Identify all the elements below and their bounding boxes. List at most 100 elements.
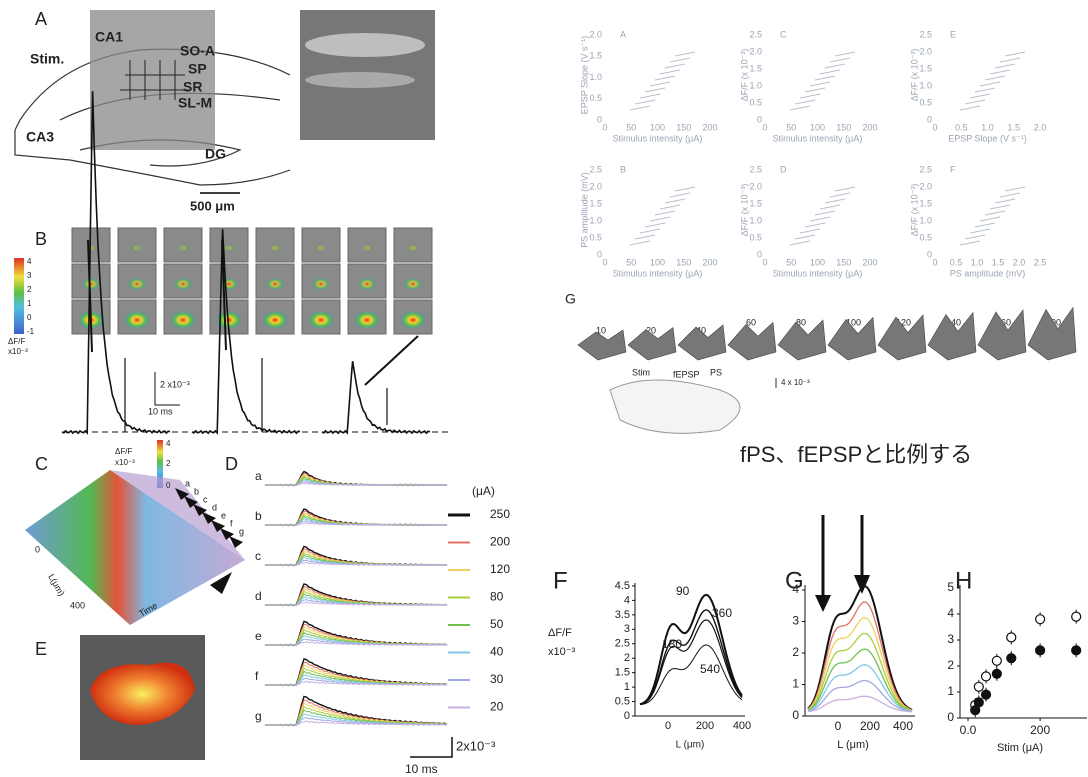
tick-label: 0 [35,544,40,554]
region-label: SP [188,61,207,77]
activation-3d [1028,308,1076,361]
tick-label: 3 [624,623,630,635]
faint-data [805,88,825,92]
arrow-label: c [203,494,208,504]
schematic-label: Stim [632,367,650,377]
tick-label: 150 [836,257,851,267]
tick-label: 0.5 [950,257,963,267]
schematic-label: fEPSP [673,369,700,379]
curve-label: 540 [700,662,720,676]
colorbar-tick: 4 [27,257,32,266]
photo-band [305,72,415,88]
tick-label: 2.5 [919,164,932,174]
axis-label: Stimulus intensity (μA) [613,268,703,278]
faint-data [835,52,855,56]
panel-label: F [553,567,568,594]
legend-label: 80 [490,590,504,604]
trace-label: f [255,669,259,683]
x-tick-label: 200 [1030,723,1050,737]
colorbar-tick: 0 [166,481,171,490]
activation-blob [177,244,189,252]
faint-data [655,211,675,215]
tick-label: 0.5 [749,232,762,242]
tick-label: 0 [665,720,671,732]
arrow-label: d [212,502,217,512]
faint-data [675,52,695,56]
panel-label: A [620,29,626,39]
panel-label: F [950,164,956,174]
faint-data [985,76,1005,80]
tick-label: 200 [696,720,714,732]
y-tick-label: 3 [947,632,954,646]
colorbar-tick: 1 [27,299,32,308]
faint-data [640,229,660,233]
colorbar-title: ΔF/F [115,447,132,456]
tick-label: 0 [602,257,607,267]
faint-data [995,199,1015,203]
faint-data [650,217,670,221]
tick-label: 0 [932,257,937,267]
activation-blob [353,310,381,330]
faint-data [830,58,850,62]
scale-label: 2x10⁻³ [456,738,496,753]
tick-label: 3 [792,614,799,628]
activation-blob [85,244,97,252]
activation-blob [261,310,289,330]
y-tick-label: 1 [947,684,954,698]
x-tick-label: 0.0 [960,723,977,737]
tick-label: 1.0 [981,122,994,132]
tick-label: 200 [702,122,717,132]
region-label: CA1 [95,29,123,45]
point [982,672,991,681]
point [1007,633,1016,642]
colorbar [14,258,24,334]
tick-label: 0.5 [749,97,762,107]
activation-blob [357,277,377,291]
tick-label: 1.5 [919,63,932,73]
curve-label: 90 [676,584,690,598]
faint-data [960,106,980,110]
tick-label: 4 [792,582,799,596]
region-label: Stim. [30,51,64,67]
tick-label: 2 [624,652,630,664]
faint-data [635,235,655,239]
activation-blob [123,310,151,330]
colorbar-unit: x10⁻³ [8,347,28,356]
legend-label: 20 [490,700,504,714]
region-label: SR [183,79,202,95]
activation-blob [265,277,285,291]
faint-data [660,70,680,74]
colorbar-tick: 4 [166,439,171,448]
activation-blob [131,244,143,252]
tick-label: 50 [786,257,796,267]
panel-label: B [35,229,47,249]
faint-data [645,88,665,92]
axis-label: PS amplitude (mV) [950,268,1026,278]
faint-data [665,64,685,68]
tick-label: 0 [597,114,602,124]
scale-label: 4 x 10⁻³ [781,378,810,387]
faint-data [990,70,1010,74]
faint-data [640,94,660,98]
faint-data [975,88,995,92]
faint-data [815,211,835,215]
faint-data [990,205,1010,209]
scale-label: 500 μm [190,198,235,213]
axis-label: L (μm) [837,739,869,751]
tick-label: 0 [792,708,799,722]
faint-data [965,235,985,239]
trace [265,472,447,486]
point [992,669,1001,678]
point [1036,615,1045,624]
faint-data [1005,187,1025,191]
faint-data [645,223,665,227]
tick-label: 0 [602,122,607,132]
tick-label: 1.5 [615,667,630,679]
tick-label: 1.0 [971,257,984,267]
tick-label: 2.0 [1034,122,1047,132]
faint-data [830,193,850,197]
colorbar-tick: 2 [27,285,32,294]
tick-label: 0.5 [919,232,932,242]
tick-label: 1.5 [589,198,602,208]
faint-data [650,82,670,86]
